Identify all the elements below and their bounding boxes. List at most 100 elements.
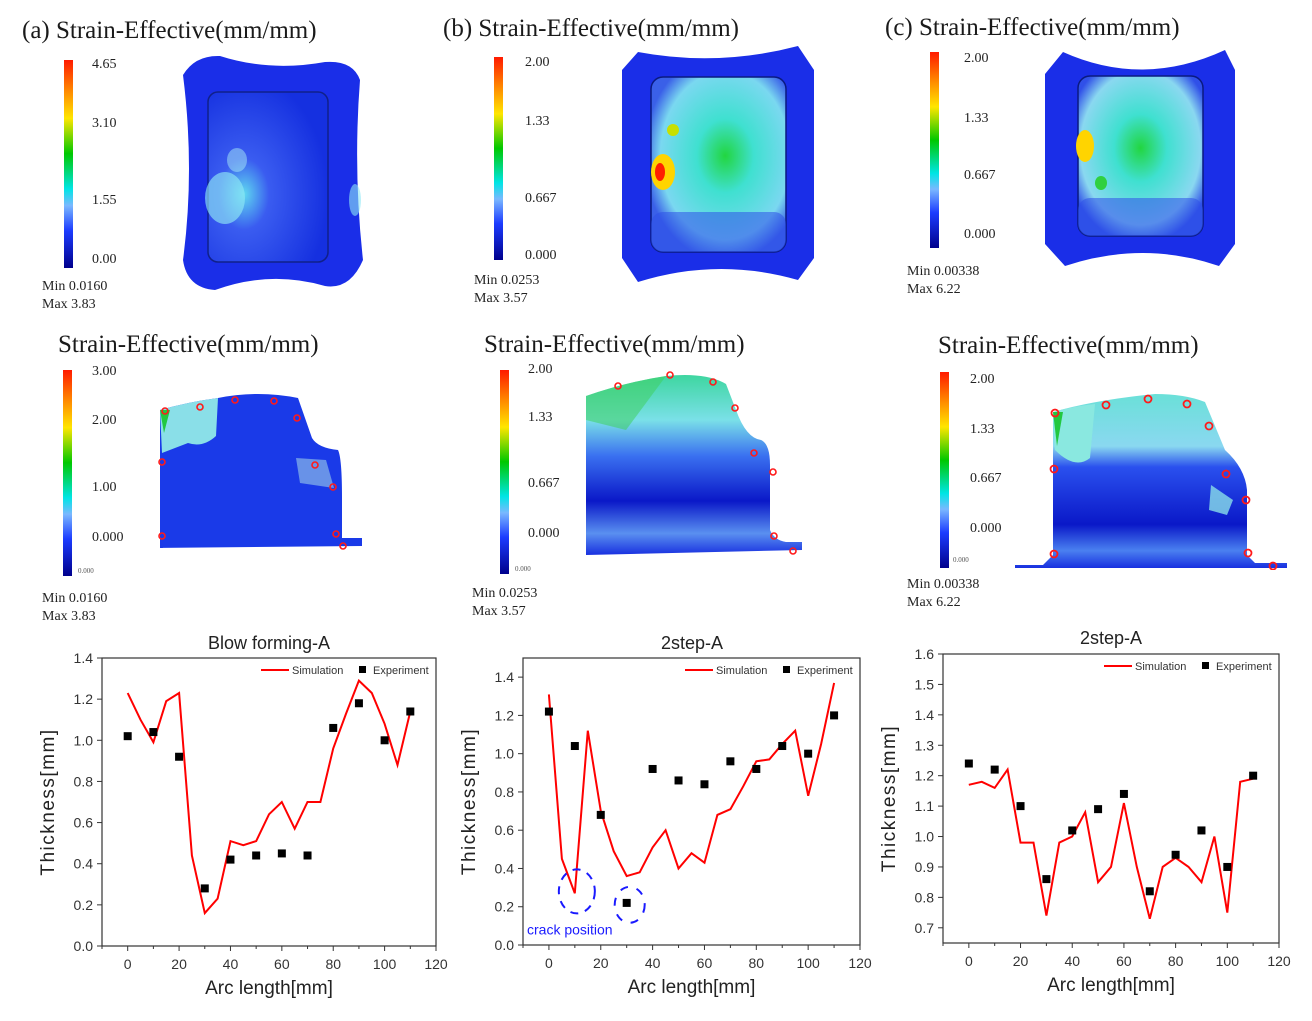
panel-a-section-image [150,394,362,550]
legend-experiment-swatch [359,666,366,673]
panel-a-top-minmax: Min 0.0160 Max 3.83 [42,278,107,314]
panel-a-section-scale-1: 3.00 [92,364,117,379]
chart-title: 2step-A [1080,628,1142,648]
experiment-point [726,757,735,766]
x-tick-label: 40 [1064,953,1080,969]
panel-a-top-min: Min 0.0160 [42,279,108,294]
panel-c-top-part-image [1045,50,1235,266]
panel-a-top-scale-2: 3.10 [92,116,117,131]
plot-frame [942,653,1280,944]
y-tick-label: 1.1 [915,798,935,814]
panel-b-top-title: (b) Strain-Effective(mm/mm) [443,15,739,42]
legend-simulation-label: Simulation [292,665,343,677]
y-tick-label: 0.8 [495,784,515,800]
experiment-point [1094,805,1103,814]
panel-b-section-image [586,371,802,555]
legend-experiment-swatch [1202,662,1209,669]
x-axis-label: Arc length[mm] [628,977,756,998]
panel-b-top-scale-2: 1.33 [525,114,550,129]
experiment-point [406,707,415,716]
y-tick-label: 1.4 [495,669,515,685]
panel-a-section-max: Max 3.83 [42,609,96,624]
x-tick-label: 120 [1267,953,1291,969]
y-tick-label: 1.5 [915,676,935,692]
panel-c-section-min: Min 0.00338 [907,577,980,592]
panel-c-section-scale-2: 1.33 [970,422,995,437]
y-tick-label: 1.2 [915,768,935,784]
legend-experiment-label: Experiment [797,665,853,677]
y-tick-label: 1.3 [915,737,935,753]
panel-b-top-scale-3: 0.667 [525,191,557,206]
y-tick-label: 1.4 [915,707,935,723]
x-tick-label: 100 [373,956,397,972]
panel-b-section-min: Min 0.0253 [472,586,538,601]
y-axis-label: Thickness[mm] [459,728,480,875]
panel-a-section-scale-3: 1.00 [92,480,117,495]
y-tick-label: 0.0 [74,938,94,954]
panel-b-section-minmax: Min 0.0253 Max 3.57 [472,585,537,621]
chart-2step-a-right: 2step-A 0 20 40 60 80 100 120 0.7 0.8 0.9 1.0 1.1 1.2… [879,628,1291,996]
panel-b-section-scale-1: 2.00 [528,362,553,377]
panel-c-top-max: Max 6.22 [907,282,961,297]
y-tick-label: 0.9 [915,859,935,875]
x-tick-label: 80 [749,955,765,971]
crack-marker-ellipse [557,868,596,915]
experiment-point [830,711,839,720]
panel-c-top-min: Min 0.00338 [907,264,980,279]
y-tick-label: 0.2 [495,899,515,915]
x-tick-label: 0 [965,953,973,969]
y-tick-label: 1.0 [74,732,94,748]
y-tick-label: 1.0 [915,829,935,845]
experiment-point [700,780,709,789]
experiment-point [175,752,184,761]
x-tick-label: 40 [645,955,661,971]
y-tick-label: 1.4 [74,650,94,666]
panel-a-section-title: Strain-Effective(mm/mm) [58,331,319,358]
panel-a-top-scale-min: 0.00 [92,252,117,267]
experiment-point [380,736,389,745]
panel-b-top-scale-max: 2.00 [525,55,550,70]
experiment-point [1223,862,1232,871]
legend-experiment-label: Experiment [1216,661,1272,673]
panel-b-section-scale-2: 1.33 [528,410,553,425]
panel-a-top-colorbar [64,60,73,268]
thickness-charts: Blow forming-A 0 20 40 60 80 100 120 0.0 0.2 0.4 0.… [38,628,1291,999]
panel-a-top-title: (a) Strain-Effective(mm/mm) [22,17,317,44]
x-tick-label: 20 [171,956,187,972]
panel-c-section-max: Max 6.22 [907,595,961,610]
y-tick-label: 1.0 [495,746,515,762]
panel-c-section-image [1015,394,1287,570]
panel-b-section-scale-4: 0.000 [528,526,560,541]
experiment-point [752,764,761,773]
panel-b-section-scale-3: 0.667 [528,476,560,491]
y-tick-label: 0.2 [74,897,94,913]
series-line-simulation [126,678,412,916]
x-tick-label: 80 [1168,953,1184,969]
experiment-point [964,759,973,768]
experiment-point [1197,826,1206,835]
panel-b-section-max: Max 3.57 [472,604,526,619]
panel-a-section-minmax: Min 0.0160 Max 3.83 [42,590,107,626]
experiment-point [1171,850,1180,859]
panel-b-section-scale-bottom: 0.000 [515,565,531,573]
chart-title: 2step-A [661,633,723,653]
x-tick-label: 120 [848,955,872,971]
legend-experiment-label: Experiment [373,665,429,677]
experiment-point [303,851,312,860]
panel-c-section-minmax: Min 0.00338 Max 6.22 [907,576,979,612]
panel-a-top-scale-3: 1.55 [92,193,117,208]
panel-c-top-scale-3: 0.667 [964,168,996,183]
experiment-point [226,855,235,864]
panel-a-section-colorbar [63,370,72,576]
x-axis-label: Arc length[mm] [205,978,333,999]
x-tick-label: 60 [697,955,713,971]
experiment-point [674,776,683,785]
x-tick-label: 120 [424,956,448,972]
crack-marker-ellipse [613,885,646,924]
experiment-point [648,764,657,773]
panel-c-section-scale-1: 2.00 [970,372,995,387]
panel-b-top-colorbar [494,57,503,260]
chart-title: Blow forming-A [208,633,330,653]
experiment-point [329,723,338,732]
panel-c-section-scale-4: 0.000 [970,521,1002,536]
